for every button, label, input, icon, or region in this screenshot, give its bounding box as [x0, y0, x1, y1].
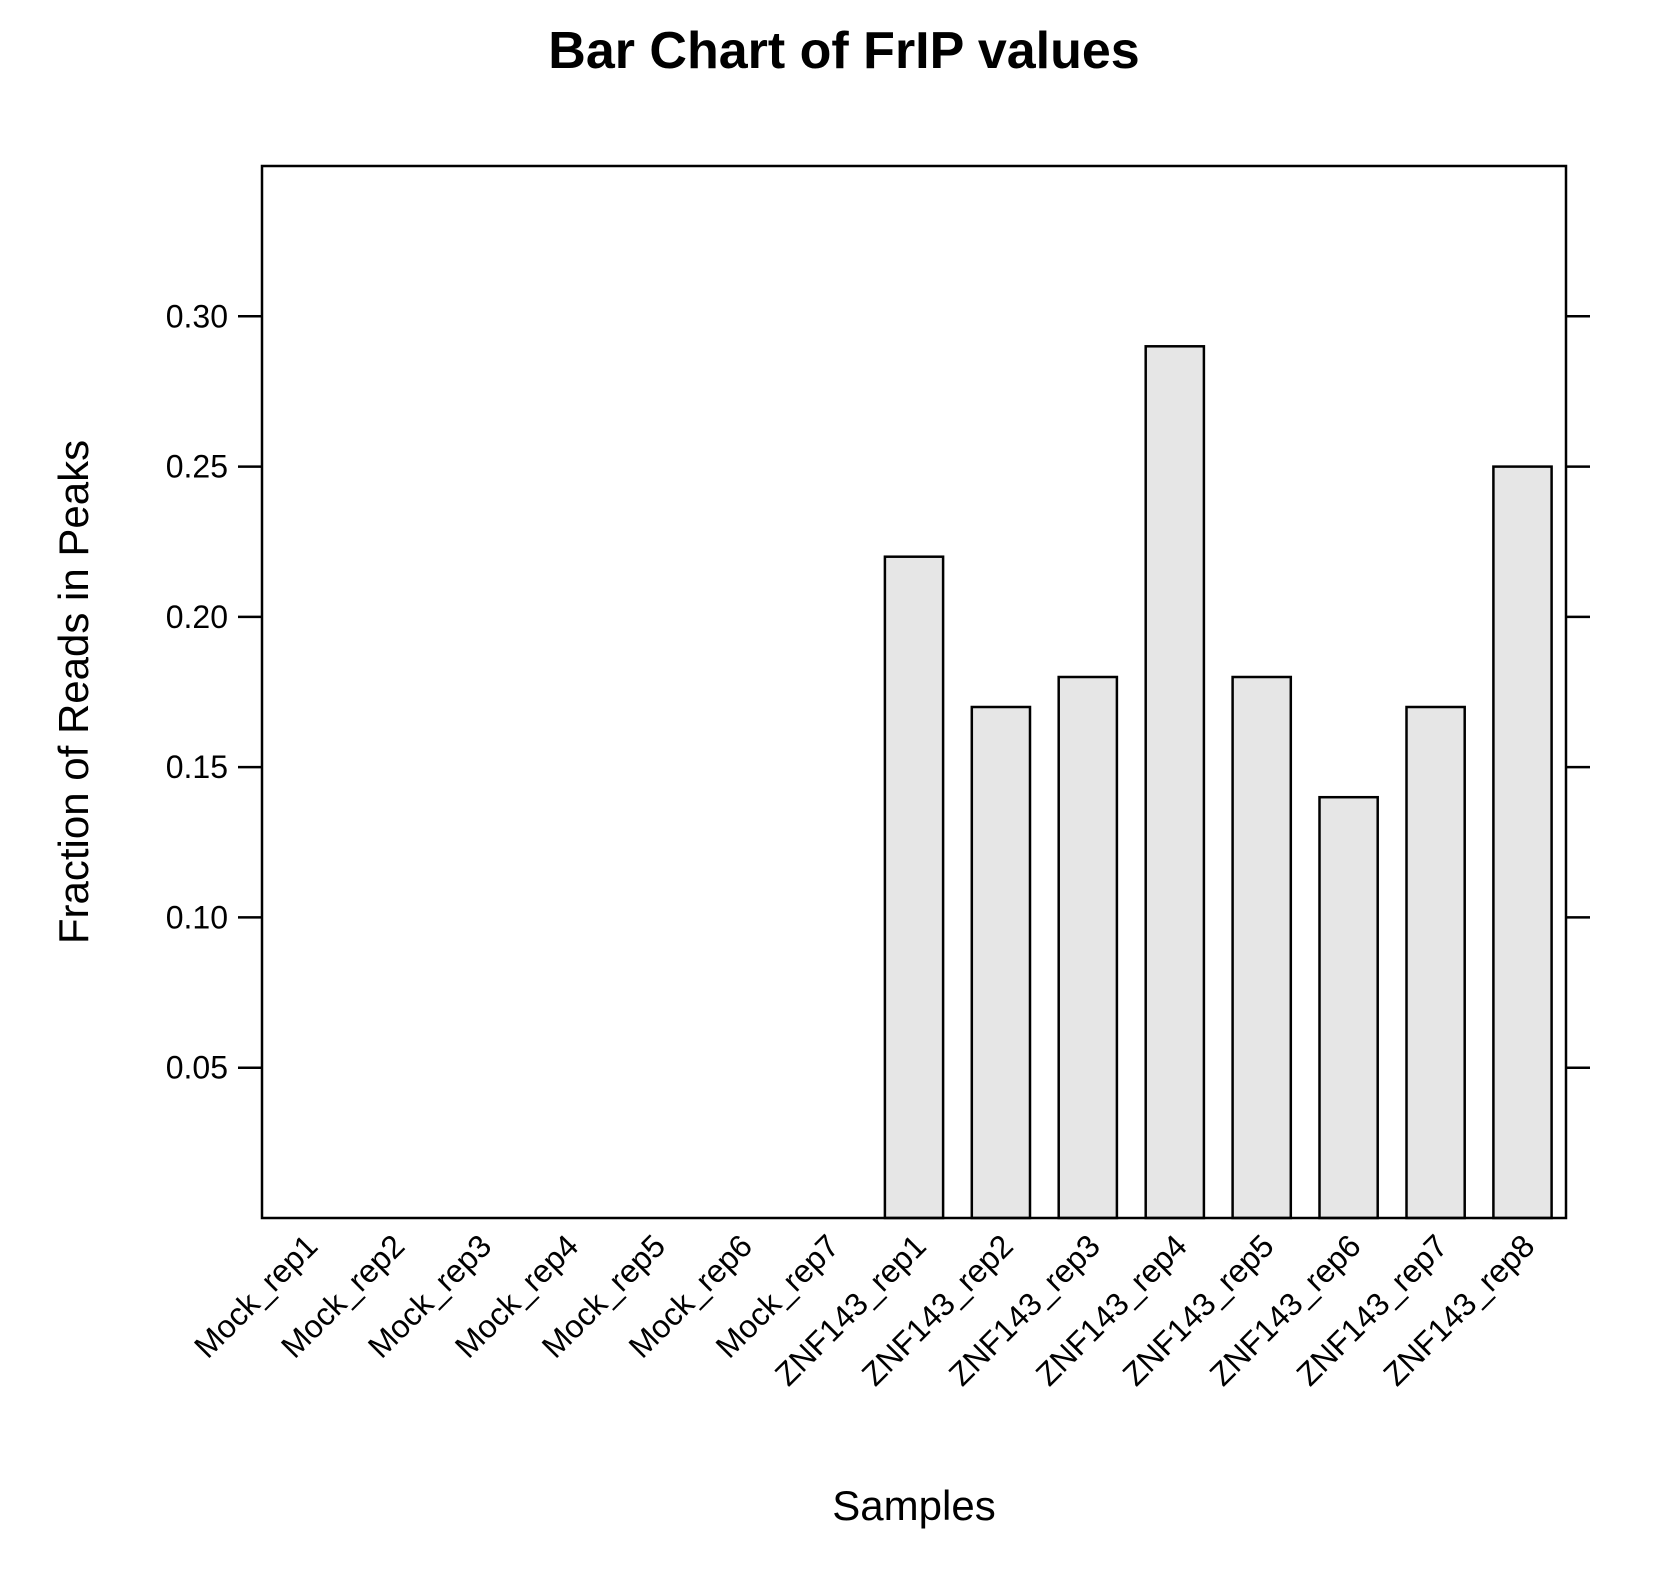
y-axis-ticks: 0.05 0.10 0.15 0.20 0.25 0.30	[166, 298, 1590, 1086]
x-tick-label: ZNF143_rep6	[1203, 1227, 1368, 1392]
y-tick-label: 0.30	[166, 298, 228, 334]
y-axis-label: Fraction of Reads in Peaks	[50, 440, 97, 944]
x-axis-label: Samples	[832, 1482, 995, 1529]
x-tick-label: ZNF143_rep4	[1029, 1227, 1194, 1392]
x-tick-label: ZNF143_rep8	[1376, 1227, 1541, 1392]
y-tick-label: 0.20	[166, 599, 228, 635]
x-tick-label: ZNF143_rep3	[942, 1227, 1107, 1392]
x-axis-tick-labels: Mock_rep1Mock_rep2Mock_rep3Mock_rep4Mock…	[187, 1227, 1541, 1392]
plot-frame	[260, 164, 1568, 1220]
x-tick-label: ZNF143_rep1	[768, 1227, 933, 1392]
bar-znf143-rep2	[970, 705, 1032, 1220]
bar-znf143-rep3	[1057, 675, 1119, 1220]
y-tick-label: 0.10	[166, 899, 228, 935]
bar-znf143-rep4	[1144, 345, 1206, 1220]
bars-layer	[883, 345, 1553, 1220]
y-tick-label: 0.05	[166, 1050, 228, 1086]
y-tick-label: 0.25	[166, 449, 228, 485]
x-tick-label: ZNF143_rep5	[1116, 1227, 1281, 1392]
bar-znf143-rep7	[1405, 705, 1466, 1220]
y-tick-label: 0.15	[166, 749, 228, 785]
bar-znf143-rep8	[1492, 465, 1553, 1220]
bar-znf143-rep5	[1231, 675, 1293, 1220]
x-tick-label: ZNF143_rep2	[855, 1227, 1020, 1392]
chart-title: Bar Chart of FrIP values	[548, 22, 1139, 80]
bar-znf143-rep1	[883, 555, 945, 1220]
x-tick-label: ZNF143_rep7	[1289, 1227, 1454, 1392]
bar-znf143-rep6	[1318, 795, 1379, 1220]
